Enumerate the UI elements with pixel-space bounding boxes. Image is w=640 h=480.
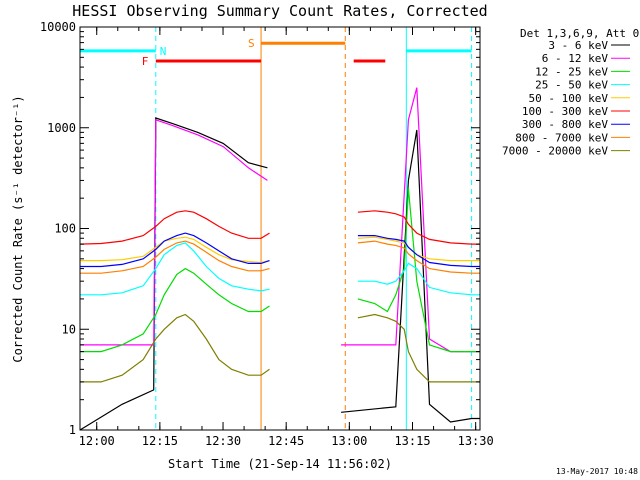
legend-entry-0: 3 - 6 keV (548, 39, 608, 52)
y-tick-label: 1 (69, 423, 76, 437)
series-line-1 (80, 87, 480, 353)
series-line-6 (80, 232, 480, 268)
y-tick-label: 1000 (47, 121, 76, 135)
y-tick-label: 100 (54, 222, 76, 236)
legend-header: Det 1,3,6,9, Att 0 (520, 27, 639, 40)
flag-f-label: F (142, 55, 149, 68)
legend-entry-8: 7000 - 20000 keV (502, 145, 608, 158)
chart-title: HESSI Observing Summary Count Rates, Cor… (72, 2, 487, 20)
series-line-4 (80, 236, 480, 264)
x-tick-label: 12:45 (268, 434, 304, 448)
x-axis-label: Start Time (21-Sep-14 11:56:02) (168, 457, 392, 471)
series-line-3 (80, 242, 480, 296)
x-tick-label: 13:15 (394, 434, 430, 448)
x-tick-label: 12:30 (205, 434, 241, 448)
y-tick-label: 10 (62, 322, 76, 336)
plot-area: NF S (79, 27, 480, 431)
series-line-2 (80, 188, 480, 353)
x-tick-label: 13:00 (331, 434, 367, 448)
x-tick-label: 12:00 (79, 434, 115, 448)
legend-entry-6: 300 - 800 keV (522, 118, 608, 131)
date-stamp: 13-May-2017 10:48 (556, 467, 638, 476)
axes: 12:00 12:15 12:30 12:45 13:00 13:15 13:30 1 10 10… (40, 20, 494, 448)
flag-s-label: S (248, 37, 255, 50)
legend-entry-2: 12 - 25 keV (535, 65, 608, 78)
series-line-7 (80, 240, 480, 274)
x-tick-label: 12:15 (142, 434, 178, 448)
legend-entry-4: 50 - 100 keV (529, 92, 609, 105)
plot-frame (79, 26, 481, 431)
y-tick-label: 10000 (40, 20, 76, 34)
series-line-0 (79, 117, 480, 431)
y-axis-label: Corrected Count Rate (s⁻¹ detector⁻¹) (11, 95, 25, 362)
legend-entry-5: 100 - 300 keV (522, 105, 608, 118)
legend-entry-1: 6 - 12 keV (542, 52, 609, 65)
flag-n-label: N (160, 45, 167, 58)
legend-entry-3: 25 - 50 keV (535, 79, 608, 92)
series-line-8 (80, 313, 480, 383)
series-line-5 (79, 210, 480, 245)
x-tick-label: 13:30 (458, 434, 494, 448)
legend-entry-7: 800 - 7000 keV (515, 131, 608, 144)
